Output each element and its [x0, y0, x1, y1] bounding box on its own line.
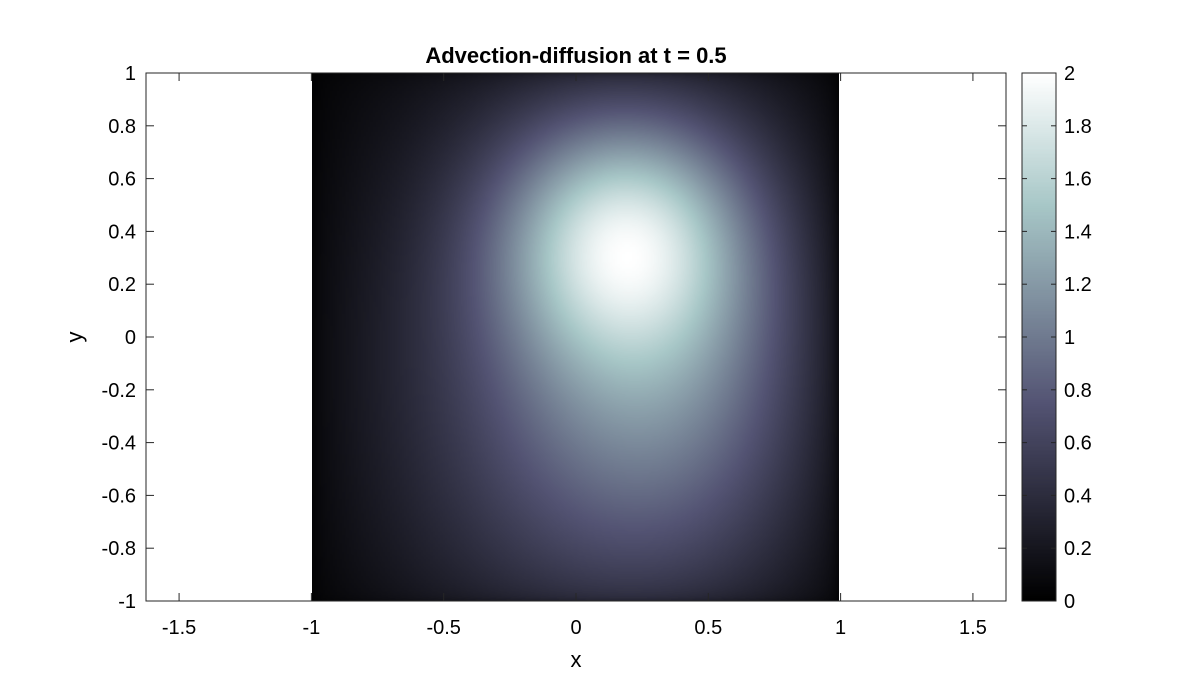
- x-tick-label: 0.5: [694, 617, 722, 639]
- colorbar-tick-label: 0.8: [1064, 380, 1092, 402]
- colorbar-tick-label: 0.6: [1064, 433, 1092, 455]
- x-axis-ticks: -1.5 -1 -0.5 0 0.5 1 1.5: [162, 73, 987, 639]
- chart-title: Advection-diffusion at t = 0.5: [425, 43, 726, 68]
- y-tick-label: 0: [125, 327, 136, 349]
- y-tick-label: -1: [118, 591, 136, 613]
- x-tick-label: -1: [302, 617, 320, 639]
- y-tick-label: -0.8: [102, 538, 136, 560]
- heatmap-field: [312, 73, 839, 601]
- y-tick-label: 0.8: [108, 116, 136, 138]
- x-tick-label: 0: [570, 617, 581, 639]
- colorbar-tick-label: 1.4: [1064, 221, 1092, 243]
- colorbar-tick-label: 0: [1064, 591, 1075, 613]
- y-tick-label: -0.2: [102, 380, 136, 402]
- colorbar-tick-label: 0.4: [1064, 485, 1092, 507]
- x-tick-label: -0.5: [426, 617, 460, 639]
- y-tick-label: -0.6: [102, 485, 136, 507]
- colorbar-tick-label: 0.2: [1064, 538, 1092, 560]
- colorbar-tick-label: 1: [1064, 327, 1075, 349]
- colorbar: [1022, 73, 1056, 601]
- y-axis-ticks: 1 0.8 0.6 0.4 0.2 0 -0.2 -0.4 -0.6 -0.8 -1: [102, 63, 1006, 613]
- x-axis-label: x: [571, 647, 582, 672]
- y-tick-label: -0.4: [102, 433, 136, 455]
- colorbar-tick-label: 2: [1064, 63, 1075, 85]
- y-tick-label: 0.2: [108, 274, 136, 296]
- colorbar-tick-label: 1.6: [1064, 169, 1092, 191]
- y-tick-label: 1: [125, 63, 136, 85]
- x-tick-label: 1.5: [959, 617, 987, 639]
- y-tick-label: 0.4: [108, 221, 136, 243]
- colorbar-tick-label: 1.8: [1064, 116, 1092, 138]
- y-tick-label: 0.6: [108, 169, 136, 191]
- colorbar-ticks: 2 1.8 1.6 1.4 1.2 1 0.8 0.6 0.4 0.2 0: [1022, 63, 1092, 613]
- x-tick-label: -1.5: [162, 617, 196, 639]
- y-axis-label: y: [62, 332, 87, 343]
- colorbar-tick-label: 1.2: [1064, 274, 1092, 296]
- x-tick-label: 1: [835, 617, 846, 639]
